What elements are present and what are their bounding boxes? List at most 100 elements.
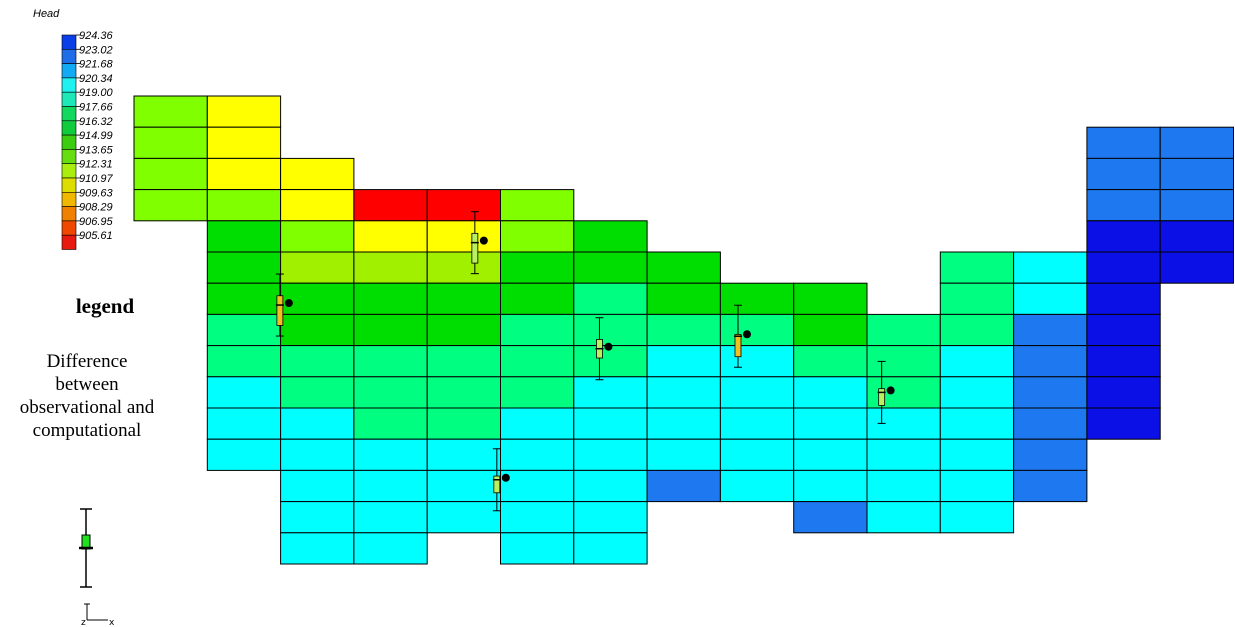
grid-cell (353, 469, 428, 503)
grid-cell (1013, 345, 1088, 378)
grid-cell (500, 532, 575, 565)
grid-cell (793, 438, 868, 471)
colorbar-title: Head (33, 8, 60, 20)
grid-cell (206, 189, 282, 222)
grid-cell (719, 345, 795, 378)
grid-cell (280, 282, 355, 315)
grid-cell (1086, 251, 1161, 284)
colorbar-label: 924.36 (79, 30, 114, 42)
grid-cell (646, 407, 721, 440)
colorbar-label: 913.65 (79, 144, 114, 156)
grid-cell (280, 407, 355, 440)
grid-cell (353, 438, 428, 471)
grid-cell (206, 313, 282, 347)
grid-cell (719, 469, 795, 503)
grid-cell (719, 407, 795, 440)
colorbar-swatch (61, 91, 77, 107)
grid-cell (573, 282, 648, 315)
grid-cell (280, 501, 355, 534)
grid-cell (353, 532, 428, 565)
grid-cell (353, 189, 428, 222)
grid-cell (426, 438, 502, 471)
legend-title: legend (75, 294, 135, 318)
grid-cell (280, 251, 355, 284)
grid-cell (1086, 376, 1161, 409)
grid-cell (280, 220, 355, 253)
grid-cell (1013, 282, 1088, 315)
grid-cell (866, 469, 941, 503)
grid-cell (939, 376, 1015, 409)
colorbar-swatch (61, 149, 77, 164)
grid-cell (573, 469, 648, 503)
grid-cell (280, 345, 355, 378)
head-colorbar: Head 924.36 923.02 921.68 920.34 919.00 917.6… (33, 8, 114, 250)
grid-cell (1013, 407, 1088, 440)
grid-cell (939, 282, 1015, 315)
colorbar-label: 923.02 (79, 44, 113, 56)
calibration-target (492, 448, 510, 512)
colorbar-label: 912.31 (79, 159, 113, 171)
grid-cell (133, 95, 208, 128)
grid-cell (866, 438, 941, 471)
grid-cell (646, 282, 721, 315)
legend-description-line: between (55, 374, 119, 395)
grid-cell (793, 407, 868, 440)
grid-cell (1013, 251, 1088, 284)
grid-cell (426, 376, 502, 409)
grid-cell (206, 220, 282, 253)
grid-cell (500, 313, 575, 347)
grid-cell (280, 189, 355, 222)
colorbar-label: 914.99 (79, 130, 113, 142)
grid-cell (1013, 438, 1088, 471)
grid-cell (1159, 189, 1234, 222)
axis-x-label: x (109, 618, 115, 627)
grid-cell (426, 407, 502, 440)
grid-cell (426, 313, 502, 347)
colorbar-label: 905.61 (79, 230, 113, 242)
grid-cell (500, 501, 575, 534)
grid-cell (353, 501, 428, 534)
grid-cell (1086, 220, 1161, 253)
grid-cell (573, 376, 648, 409)
grid-cell (866, 501, 941, 534)
grid-cell (280, 376, 355, 409)
calibration-targets (275, 211, 895, 512)
colorbar-swatch (61, 206, 77, 222)
colorbar-swatch (61, 77, 77, 93)
grid-cell (206, 126, 282, 159)
grid-cell (1159, 126, 1234, 159)
colorbar-swatch (61, 120, 77, 136)
grid-cell (1086, 189, 1161, 222)
grid-cell (206, 157, 282, 191)
colorbar-swatch (61, 192, 77, 207)
grid-cell (206, 282, 282, 315)
grid-cell (793, 313, 868, 347)
grid-cell (500, 469, 575, 503)
grid-cell (939, 501, 1015, 534)
grid-cell (206, 95, 282, 128)
grid-cell (206, 251, 282, 284)
colorbar-swatch (61, 48, 77, 64)
grid-cell (500, 438, 575, 471)
grid-cell (939, 469, 1015, 503)
grid-cell (1086, 282, 1161, 315)
grid-cell (280, 532, 355, 565)
grid-cell (353, 220, 428, 253)
colorbar-swatch (61, 134, 77, 150)
grid-cell (939, 345, 1015, 378)
grid-cell (573, 438, 648, 471)
colorbar-label: 909.63 (79, 187, 114, 199)
grid-cell (353, 345, 428, 378)
grid-cell (573, 501, 648, 534)
grid-cell (1013, 376, 1088, 409)
colorbar-swatch (61, 220, 77, 236)
grid-cell (426, 220, 502, 253)
axis-z-label: z (81, 618, 86, 627)
grid-cell (573, 407, 648, 440)
axis-triad: z x (81, 603, 115, 627)
grid-cell (1086, 313, 1161, 347)
grid-cell (206, 407, 282, 440)
grid-cell (500, 220, 575, 253)
grid-cell (500, 282, 575, 315)
